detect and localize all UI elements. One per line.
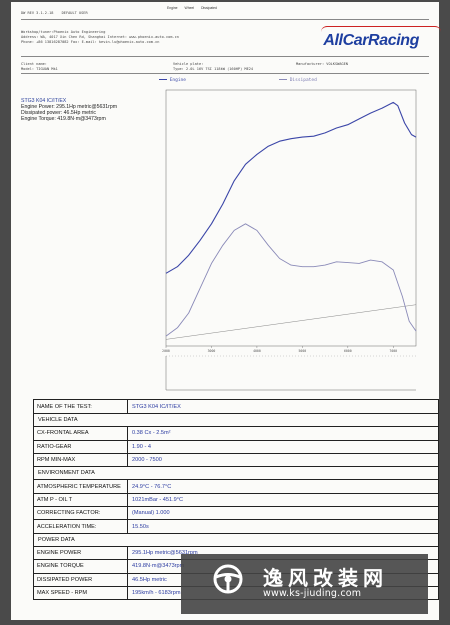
- section-row: VEHICLE DATA: [33, 412, 439, 428]
- vehicle-plate: Vehicle plate:: [173, 62, 204, 66]
- legend-engine: Engine: [159, 78, 186, 83]
- data-row: CORRECTING FACTOR: (Manual) 1.000: [33, 506, 439, 521]
- field-label: RPM MIN-MAX: [33, 452, 128, 468]
- field-value: 2000 - 7500: [127, 452, 439, 468]
- logo-text: AllCarRacing: [323, 32, 419, 49]
- field-label: ACCELERATION TIME:: [33, 519, 128, 534]
- field-label: ENGINE TORQUE: [33, 559, 128, 574]
- data-row: RPM MIN-MAX 2000 - 7500: [33, 452, 439, 468]
- field-label: POWER DATA: [33, 532, 439, 547]
- x-tick-label: 6000: [344, 349, 352, 353]
- dissipated-line: [165, 223, 417, 337]
- data-row: ATM P - OIL T 1021mBar - 451.9°C: [33, 492, 439, 508]
- steering-wheel-icon: [213, 564, 243, 594]
- field-label: NAME OF THE TEST:: [33, 399, 128, 414]
- vehicle-plate-type: Vehicle plate: Type: 2.0L 16V TSI 118kW …: [173, 62, 253, 72]
- test-title: STG3 K04 IC/IT/EX: [21, 98, 67, 104]
- vehicle-manufacturer: Manufacturer: VOLKSWAGEN: [296, 62, 348, 66]
- plot-frame: [165, 89, 417, 347]
- divider: [21, 56, 429, 57]
- vehicle-model: Model: TIGUAN Mk1: [21, 67, 58, 71]
- vehicle-client: Client name: Model: TIGUAN Mk1: [21, 62, 58, 72]
- field-value: STG3 K04 IC/IT/EX: [127, 399, 439, 414]
- report-tabs: Engine Wheel Dissipated: [167, 6, 223, 10]
- field-value: 1.90 - 4: [127, 439, 439, 454]
- summary-engine-torque: Engine Torque: 419.8N·m@3473rpm: [21, 116, 106, 122]
- field-label: ENVIRONMENT DATA: [33, 466, 439, 481]
- field-value: 0.38 Cx - 2.5m²: [127, 426, 439, 441]
- field-value: 1021mBar - 451.9°C: [127, 492, 439, 508]
- field-label: MAX SPEED - RPM: [33, 585, 128, 601]
- dyno-report-page: Engine Wheel Dissipated DW REV 3.1.2.18 …: [11, 2, 442, 620]
- tab-engine: Engine: [167, 6, 178, 10]
- data-row: NAME OF THE TEST: STG3 K04 IC/IT/EX: [33, 399, 439, 414]
- client-name: Client name:: [21, 62, 47, 66]
- allcarracing-logo: AllCarRacing: [321, 26, 442, 50]
- workshop-name: Workshop/tuner:Phoenix Auto Engineering: [21, 30, 106, 34]
- version-line: DW REV 3.1.2.18 DEFAULT USER: [21, 11, 94, 16]
- legend-engine-label: Engine: [169, 78, 186, 83]
- field-label: ATMOSPHERIC TEMPERATURE: [33, 479, 128, 494]
- x-tick-label: 7000: [389, 349, 397, 353]
- summary-engine-power: Engine Power: 295.1Hp metric@5631rpm: [21, 104, 118, 110]
- workshop-contact: Phone: +86 13816287082 Fax: E-mail: kevi…: [21, 40, 160, 44]
- data-row: ACCELERATION TIME: 15.50s: [33, 519, 439, 534]
- reference-line: [165, 304, 417, 340]
- field-label: CX-FRONTAL AREA: [33, 426, 128, 441]
- x-tick-label: 3000: [208, 349, 216, 353]
- x-tick-label: 2000: [162, 349, 170, 353]
- logo-swoosh: [321, 26, 442, 32]
- test-summary: STG3 K04 IC/IT/EX Engine Power: 295.1Hp …: [21, 98, 139, 130]
- field-label: DISSIPATED POWER: [33, 572, 128, 587]
- watermark: 逸风改装网 www.ks-jiuding.com: [181, 554, 428, 614]
- watermark-title: 逸风改装网: [263, 566, 388, 590]
- data-row: CX-FRONTAL AREA 0.38 Cx - 2.5m²: [33, 426, 439, 441]
- software-version: DW REV 3.1.2.18: [21, 11, 54, 15]
- workshop-address: Address: WA, 4017 Xin Chen Rd, Shanghai …: [21, 35, 179, 39]
- user-name: DEFAULT USER: [61, 11, 88, 15]
- power-chart: 2000 3000 4000 5000 6000 7000: [162, 89, 417, 391]
- section-row: POWER DATA: [33, 532, 439, 547]
- data-row: ATMOSPHERIC TEMPERATURE 24.9°C - 76.7°C: [33, 479, 439, 494]
- section-row: ENVIRONMENT DATA: [33, 466, 439, 481]
- x-tick-label: 5000: [299, 349, 307, 353]
- tab-wheel: Wheel: [184, 6, 195, 10]
- field-label: ENGINE POWER: [33, 545, 128, 561]
- field-value: 24.9°C - 76.7°C: [127, 479, 439, 494]
- workshop-info: Workshop/tuner:Phoenix Auto Engineering …: [21, 30, 179, 45]
- field-label: CORRECTING FACTOR:: [33, 506, 128, 521]
- data-row: RATIO-GEAR 1.90 - 4: [33, 439, 439, 454]
- field-value: (Manual) 1.000: [127, 506, 439, 521]
- divider: [21, 73, 429, 74]
- field-value: 15.50s: [127, 519, 439, 534]
- summary-dissipated-power: Dissipated power: 46.5Hp metric: [21, 110, 96, 116]
- field-label: VEHICLE DATA: [33, 412, 439, 428]
- tab-dissipated: Dissipated: [201, 6, 217, 10]
- engine-line: [165, 101, 417, 274]
- watermark-url: www.ks-jiuding.com: [263, 588, 362, 599]
- vehicle-type: Type: 2.0L 16V TSI 118kW (160HP) ME24: [173, 67, 254, 71]
- field-label: ATM P - OIL T: [33, 492, 128, 508]
- field-label: RATIO-GEAR: [33, 439, 128, 454]
- legend-dissipated: Dissipated: [279, 78, 317, 83]
- divider: [21, 19, 429, 20]
- legend-dissipated-label: Dissipated: [289, 78, 317, 83]
- x-tick-label: 4000: [253, 349, 261, 353]
